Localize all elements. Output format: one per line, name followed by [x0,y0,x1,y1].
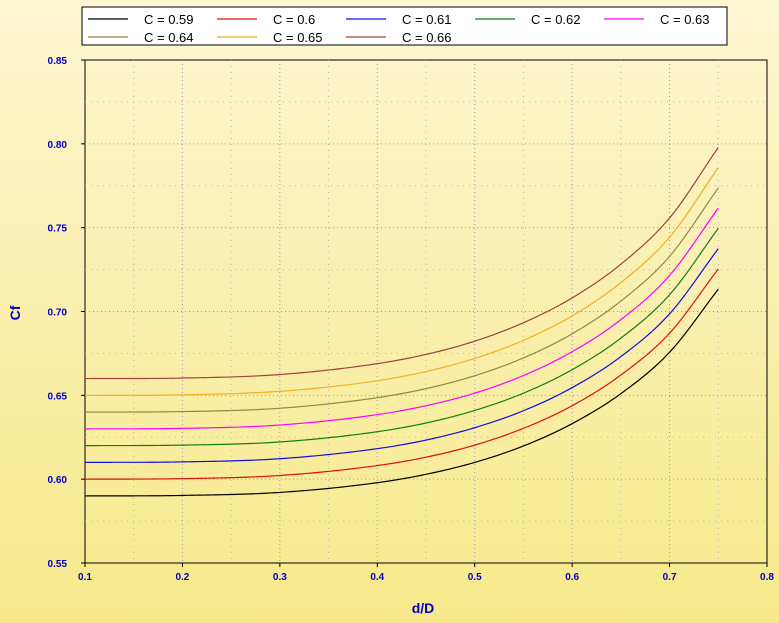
series-line-8 [84,147,719,380]
plot-area [84,59,768,564]
x-tick-label: 0.2 [175,572,189,583]
legend-label: C = 0.65 [273,30,323,45]
series-line-1 [84,288,719,497]
series-line-5 [84,207,719,430]
x-axis-ticks: 0.1 0.2 0.3 0.4 0.5 0.6 0.7 0.8 [78,563,774,583]
x-axis-title: d/D [412,600,435,616]
y-axis-ticks: 0.55 0.60 0.65 0.70 0.75 0.80 0.85 [48,56,85,570]
series-line-3 [84,248,719,463]
legend-label: C = 0.64 [144,30,194,45]
x-tick-label: 0.4 [370,572,384,583]
series-line-4 [84,227,719,447]
y-tick-label: 0.55 [48,559,68,570]
series-line-2 [84,268,719,480]
x-tick-label: 0.7 [663,572,677,583]
legend: C = 0.59 C = 0.6 C = 0.61 C = 0.62 C = 0.63 C… [81,6,728,46]
y-axis-title: Cf [7,305,23,320]
y-tick-label: 0.65 [48,391,68,402]
legend-label: C = 0.59 [144,12,194,27]
series-lines [84,147,719,497]
legend-label: C = 0.6 [273,12,315,27]
y-tick-label: 0.80 [48,140,68,151]
series-line-6 [84,187,719,413]
series-line-7 [84,167,719,396]
x-tick-label: 0.1 [78,572,92,583]
legend-items: C = 0.59 C = 0.6 C = 0.61 C = 0.62 C = 0.63 C… [88,12,710,45]
legend-label: C = 0.66 [402,30,452,45]
x-tick-label: 0.8 [760,572,774,583]
y-tick-label: 0.75 [48,224,68,235]
legend-label: C = 0.62 [531,12,581,27]
y-tick-label: 0.85 [48,56,68,67]
legend-label: C = 0.63 [660,12,710,27]
x-tick-label: 0.5 [468,572,482,583]
x-tick-label: 0.6 [565,572,579,583]
y-tick-label: 0.70 [48,308,68,319]
legend-box [81,6,728,46]
x-tick-label: 0.3 [273,572,287,583]
y-tick-label: 0.60 [48,475,68,486]
legend-label: C = 0.61 [402,12,452,27]
